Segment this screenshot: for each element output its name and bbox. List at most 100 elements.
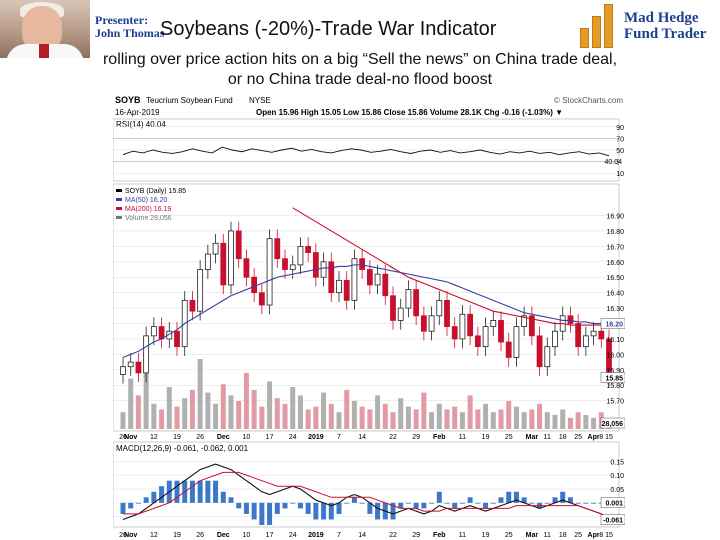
x-axis-label: 14 (358, 434, 366, 441)
price-tick-label: 16.00 (606, 352, 624, 359)
price-tick-label: 16.90 (606, 214, 624, 221)
x-axis-label: 15 (605, 434, 613, 441)
volume-bar (236, 401, 242, 429)
price-candle (297, 237, 304, 275)
macd-histogram-bar (567, 497, 573, 503)
volume-bar (459, 412, 465, 429)
candle-body (374, 273, 381, 286)
candle-body (482, 326, 489, 348)
x-axis-label: Dec (217, 434, 230, 441)
candle-body (359, 258, 366, 270)
volume-bar (490, 412, 496, 429)
rsi-tick-label: 10 (616, 171, 624, 178)
candle-body (436, 299, 443, 317)
macd-signal-line (123, 471, 610, 520)
candle-body (328, 261, 335, 294)
macd-histogram-bar (475, 502, 481, 504)
x-axis-label: Dec (217, 532, 230, 539)
price-candle (312, 243, 319, 287)
candle-body (289, 264, 296, 270)
price-candle (467, 305, 474, 346)
legend-entry: MA(200) 16.19 (125, 206, 171, 213)
volume-bar (398, 398, 404, 429)
candle-body (143, 335, 150, 374)
volume-bar (506, 401, 512, 429)
volume-bar (120, 412, 126, 429)
volume-bar (475, 409, 481, 429)
macd-tick-label: 0.10 (610, 473, 624, 480)
candle-body (567, 315, 574, 324)
volume-bar (297, 395, 303, 429)
price-candle (521, 306, 528, 336)
macd-histogram-bar (228, 497, 234, 503)
slide-title: Soybeans (-20%)-Trade War Indicator (160, 18, 497, 40)
x-axis-label: 12 (150, 532, 158, 539)
x-axis-label: 25 (505, 434, 513, 441)
price-panel: 16.90 16.80 16.70 16.60 16.50 16.40 16.30 16.20… (92, 183, 626, 432)
candle-body (451, 326, 458, 340)
macd-histogram-bar (243, 502, 249, 514)
x-axis-label: 19 (173, 532, 181, 539)
macd-histogram-bar (359, 502, 365, 504)
chart-exchange: NYSE (249, 96, 271, 105)
volume-bar (182, 398, 188, 429)
candle-body (382, 273, 389, 297)
macd-histogram-bar (197, 480, 203, 503)
price-tick-label: 16.40 (606, 291, 624, 298)
price-candle (405, 280, 412, 318)
volume-bar (336, 412, 342, 429)
candle-body (235, 230, 242, 260)
volume-bar (251, 389, 257, 429)
candle-body (397, 307, 404, 321)
volume-bar (382, 403, 388, 429)
x-axis-label: Nov (124, 532, 137, 539)
price-candle (420, 306, 427, 341)
price-candle (282, 249, 288, 279)
volume-bar (228, 395, 234, 429)
price-candle (189, 291, 196, 321)
x-axis-label: 19 (482, 434, 490, 441)
x-axis-label: 24 (289, 434, 297, 441)
price-candle (444, 291, 450, 336)
price-candle (359, 249, 366, 279)
macd-tick-label: 0.15 (610, 459, 624, 466)
candle-body (312, 252, 319, 278)
price-candle (590, 321, 597, 346)
macd-histogram-bar (429, 502, 435, 504)
volume-bar (282, 403, 288, 429)
price-candle (382, 264, 389, 305)
x-axis-label: 25 (574, 434, 582, 441)
price-candle (235, 221, 242, 268)
macd-value-tag: -0.061 (603, 518, 623, 525)
x-axis-label: 19 (482, 532, 490, 539)
candle-body (343, 279, 350, 301)
candle-body (513, 326, 520, 358)
volume-bar (220, 384, 226, 429)
candle-body (544, 346, 551, 368)
price-candle (552, 321, 558, 356)
macd-hist-tag: 0.001 (605, 501, 623, 508)
price-candle (228, 221, 234, 295)
volume-bar (274, 398, 280, 429)
price-candle (351, 249, 358, 310)
volume-bar (537, 403, 543, 429)
volume-bar (390, 412, 396, 429)
candle-body (536, 335, 543, 368)
volume-bar (429, 412, 435, 429)
price-candle (528, 306, 535, 346)
volume-bar (267, 381, 273, 429)
candle-body (320, 261, 327, 278)
logo-line-1: Mad Hedge (624, 10, 699, 26)
price-candle (274, 229, 281, 268)
price-tick-label: 15.70 (606, 399, 624, 406)
candle-body (490, 320, 497, 328)
candle-body (474, 335, 481, 348)
volume-bar (567, 417, 573, 429)
price-tick-label: 16.30 (606, 306, 624, 313)
volume-bar (321, 392, 327, 429)
price-candle (567, 306, 574, 333)
x-axis-label: Apr (588, 434, 600, 441)
volume-bar (213, 403, 219, 429)
volume-bar (436, 403, 442, 429)
